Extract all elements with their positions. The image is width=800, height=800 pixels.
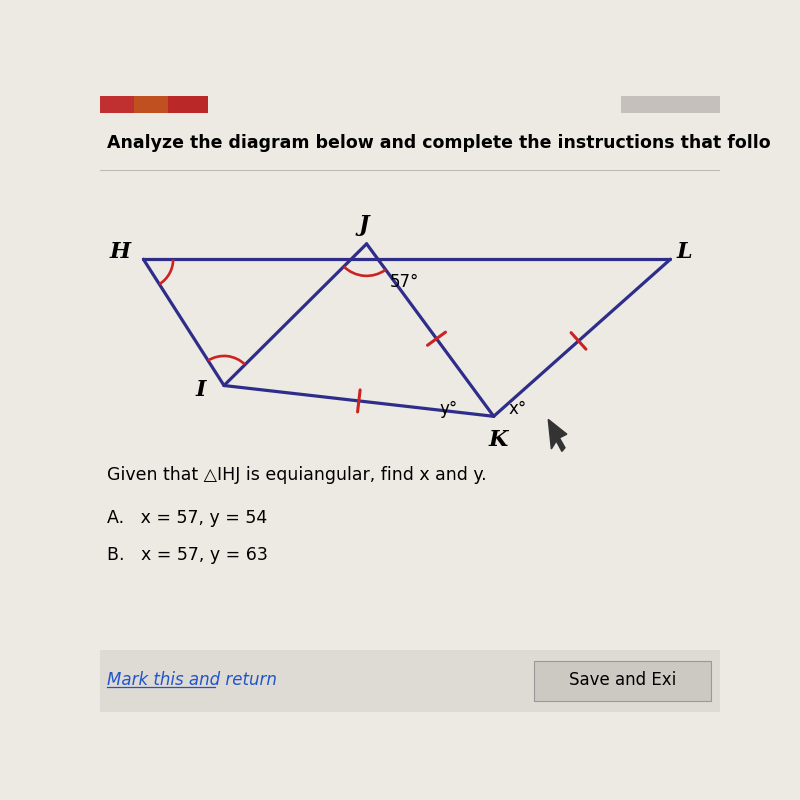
- Text: H: H: [110, 241, 130, 263]
- Bar: [534, 661, 710, 701]
- Text: B.   x = 57, y = 63: B. x = 57, y = 63: [107, 546, 268, 564]
- Text: K: K: [489, 429, 508, 450]
- Text: Analyze the diagram below and complete the instructions that follo: Analyze the diagram below and complete t…: [107, 134, 771, 152]
- Bar: [100, 650, 720, 712]
- Text: J: J: [358, 214, 369, 236]
- Polygon shape: [548, 419, 567, 451]
- Text: A.   x = 57, y = 54: A. x = 57, y = 54: [107, 509, 268, 527]
- Text: Save and Exi: Save and Exi: [569, 671, 676, 689]
- Text: I: I: [195, 379, 206, 402]
- Bar: [168, 96, 209, 114]
- Bar: [134, 96, 168, 114]
- Text: L: L: [676, 241, 692, 263]
- Text: y°: y°: [440, 400, 458, 418]
- Text: 57°: 57°: [390, 273, 419, 291]
- Bar: [100, 96, 134, 114]
- Text: x°: x°: [508, 400, 526, 418]
- Bar: [621, 96, 720, 114]
- Text: Mark this and return: Mark this and return: [107, 671, 278, 689]
- Text: Given that △IHJ is equiangular, find x and y.: Given that △IHJ is equiangular, find x a…: [107, 466, 487, 484]
